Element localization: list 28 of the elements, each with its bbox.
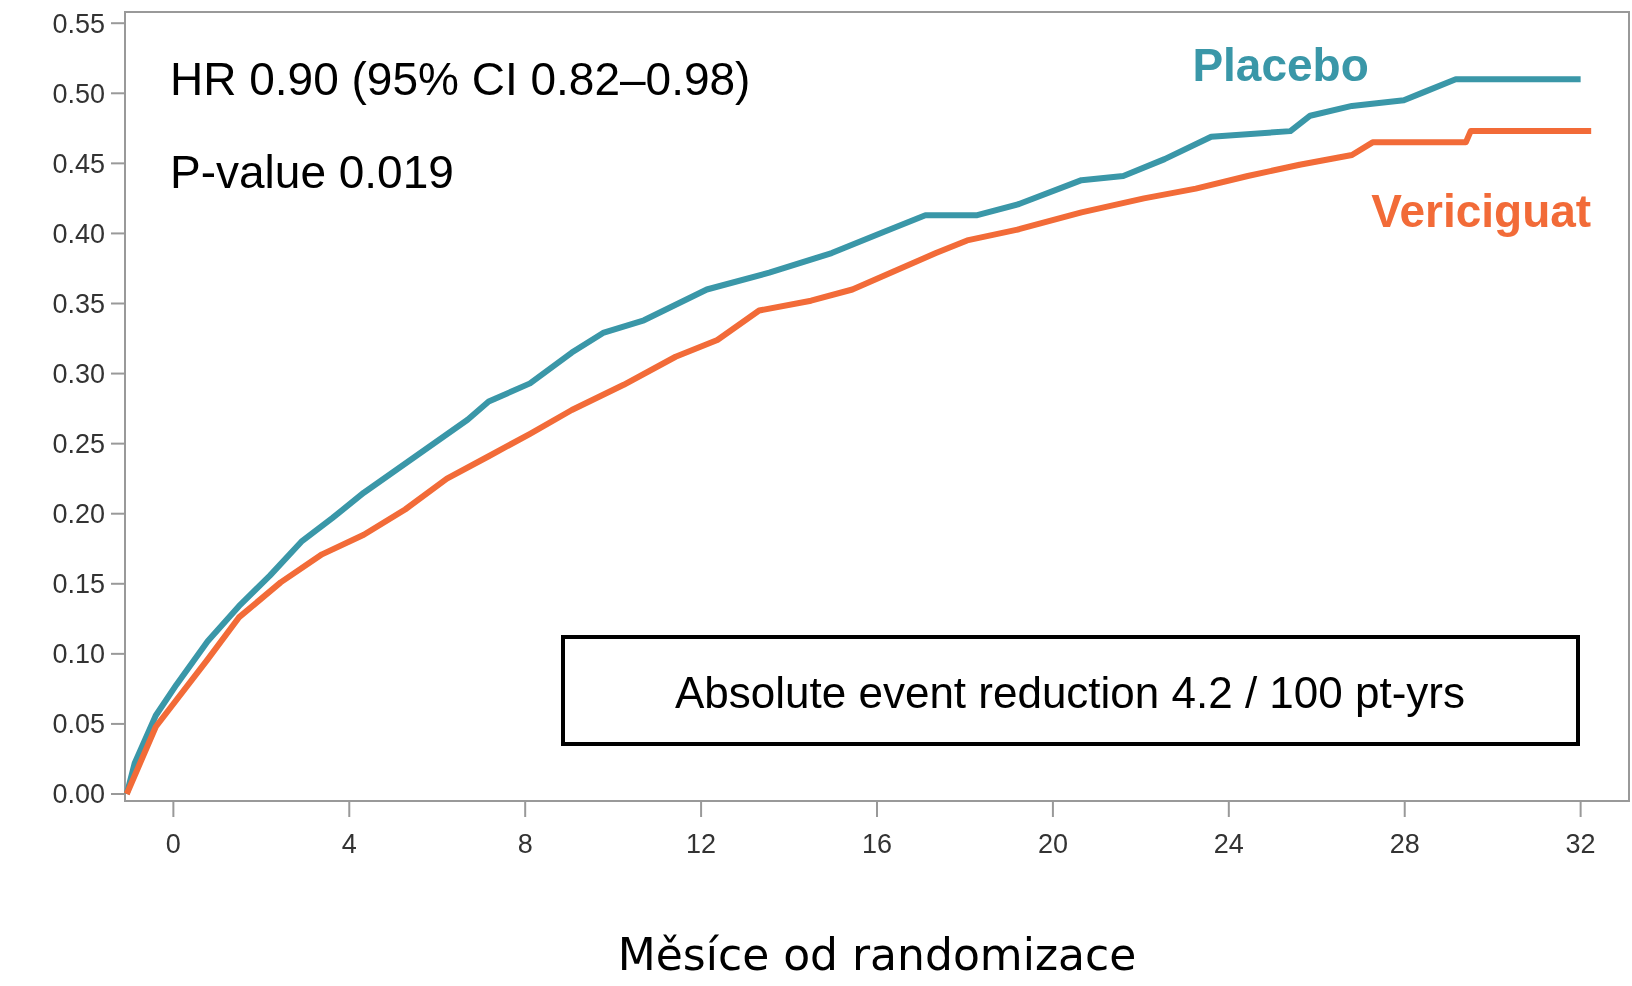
x-tick-label: 20: [1037, 829, 1068, 859]
series-label: Vericiguat: [1371, 185, 1592, 238]
x-tick-label: 4: [341, 829, 357, 859]
x-tick-label: 24: [1213, 829, 1244, 859]
y-tick-label: 0.05: [52, 709, 105, 740]
y-tick-label: 0.30: [52, 359, 105, 390]
x-tick-label: 32: [1565, 829, 1596, 859]
x-tick-label: 28: [1389, 829, 1420, 859]
series-label: Placebo: [1192, 39, 1369, 92]
y-tick-label: 0.35: [52, 288, 105, 319]
annotation: HR 0.90 (95% CI 0.82–0.98): [170, 53, 751, 105]
annotation: Absolute event reduction 4.2 / 100 pt-yrs: [674, 668, 1466, 717]
x-tick-label: 16: [861, 829, 893, 859]
text-frame: Absolute event reduction 4.2 / 100 pt-yrs: [561, 635, 1580, 746]
y-tick-label: 0.50: [52, 78, 105, 109]
x-tick-label: 12: [686, 829, 717, 859]
x-axis-title: Měsíce od randomizace: [617, 929, 1137, 980]
y-tick-label: 0.45: [52, 148, 105, 179]
y-tick-label: 0.20: [52, 499, 105, 530]
y-tick-label: 0.25: [52, 429, 105, 460]
annotation: P-value 0.019: [170, 146, 454, 198]
y-tick-label: 0.10: [52, 639, 105, 670]
y-tick-label: 0.00: [52, 779, 105, 810]
x-tick-label: 8: [517, 829, 533, 859]
y-tick-label: 0.15: [52, 569, 105, 600]
y-tick-label: 0.55: [52, 8, 105, 39]
y-tick-label: 0.40: [52, 218, 105, 249]
x-tick-label: 0: [165, 829, 181, 859]
